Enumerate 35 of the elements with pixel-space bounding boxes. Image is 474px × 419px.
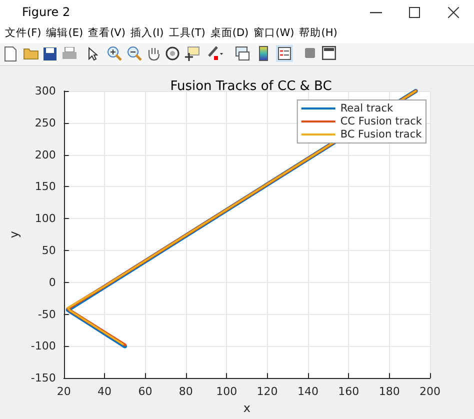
y-tick-label: 50 — [42, 244, 56, 257]
text: 帮助(H) — [299, 26, 338, 40]
x-tick-label: 120 — [256, 385, 278, 398]
chart-title: Fusion Tracks of CC & BC — [170, 79, 332, 94]
y-tick-label: 150 — [34, 180, 56, 194]
x-tick-label: 180 — [378, 385, 400, 398]
caption: Figure 2 — [22, 5, 70, 19]
y-tick-label: 100 — [34, 212, 56, 226]
legend-label: BC Fusion track — [340, 128, 423, 140]
x-tick-label: 60 — [138, 385, 152, 398]
text: 桌面(D) — [210, 26, 249, 40]
text: 窗口(W) — [254, 26, 294, 40]
x-tick-label: 100 — [216, 385, 238, 398]
text: 插入(I) — [130, 26, 164, 40]
y-axis-title: y — [7, 230, 21, 238]
text: 文件(F) — [5, 26, 42, 40]
text: 编辑(E) — [46, 26, 84, 40]
text: 工具(T) — [168, 26, 206, 40]
x-axis-title: x — [243, 401, 250, 415]
x-tick-label: 200 — [420, 385, 440, 398]
x-tick-label: 160 — [338, 385, 360, 398]
x-tick-label: 40 — [98, 385, 112, 398]
x-tick-label: 80 — [178, 385, 193, 398]
y-tick-label: 200 — [34, 148, 56, 162]
y-tick-label: -100 — [30, 340, 56, 353]
y-tick-label: 300 — [34, 84, 56, 98]
y-tick-label: -50 — [38, 308, 56, 321]
text: 查看(V) — [88, 26, 126, 40]
x-tick-label: 20 — [56, 385, 71, 398]
y-tick-label: 0 — [48, 276, 56, 289]
y-tick-label: 250 — [34, 116, 56, 130]
legend-label: CC Fusion track — [340, 116, 423, 128]
legend-label: Real track — [340, 102, 394, 114]
x-tick-label: 140 — [297, 385, 318, 398]
y-tick-label: -150 — [30, 372, 56, 385]
